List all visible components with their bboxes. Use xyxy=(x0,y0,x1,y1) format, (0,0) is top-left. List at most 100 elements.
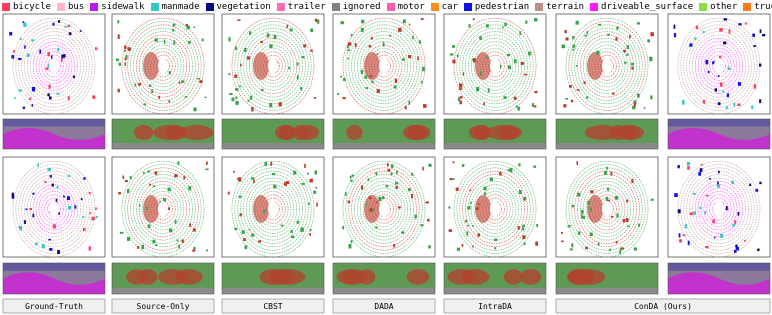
point-cluster xyxy=(518,163,521,167)
point-cluster xyxy=(180,80,185,83)
ego-car xyxy=(602,58,612,74)
point-cluster xyxy=(580,214,583,218)
point-cluster xyxy=(725,106,728,110)
point-cluster xyxy=(370,36,373,40)
point-cluster xyxy=(72,75,75,79)
point-cluster xyxy=(449,178,453,181)
point-cluster xyxy=(506,53,510,57)
scan-ring xyxy=(130,27,196,105)
point-cluster xyxy=(408,23,411,26)
point-cluster xyxy=(296,75,299,80)
point-cluster xyxy=(251,177,255,180)
point-cluster xyxy=(737,82,741,86)
scan-ring xyxy=(263,197,283,221)
point-cluster xyxy=(26,53,30,58)
column-label: Source-Only xyxy=(137,302,190,311)
point-cluster xyxy=(117,20,120,24)
bev-panel xyxy=(221,156,325,258)
point-cluster xyxy=(347,45,349,49)
point-cluster xyxy=(340,21,344,25)
point-cluster xyxy=(375,201,378,204)
point-cluster xyxy=(398,27,402,32)
point-cluster xyxy=(572,44,576,48)
point-cluster xyxy=(303,44,307,48)
point-cluster xyxy=(522,224,525,228)
point-cluster xyxy=(687,165,690,170)
scan-ring xyxy=(127,24,199,108)
point-cluster xyxy=(47,51,51,57)
blob xyxy=(143,52,159,80)
point-cluster xyxy=(682,99,685,104)
point-cluster xyxy=(316,202,318,207)
point-cluster xyxy=(67,96,70,101)
point-cluster xyxy=(205,249,208,252)
point-cluster xyxy=(184,96,188,98)
point-cluster xyxy=(420,224,424,227)
scan-ring xyxy=(348,167,420,251)
scan-ring xyxy=(700,187,738,231)
point-cluster xyxy=(612,92,615,95)
point-cluster xyxy=(633,100,637,105)
scan-ring xyxy=(29,37,79,95)
point-cluster xyxy=(494,238,498,242)
point-cluster xyxy=(477,203,480,205)
legend-swatch xyxy=(699,3,708,11)
ego-car xyxy=(379,58,389,74)
point-cluster xyxy=(470,201,472,204)
scan-ring xyxy=(694,37,744,95)
point-cluster xyxy=(47,167,51,171)
point-cluster xyxy=(192,228,196,232)
strip-top xyxy=(3,263,105,271)
point-cluster xyxy=(228,72,231,76)
point-cluster xyxy=(643,107,646,109)
point-cluster xyxy=(360,27,364,32)
scan-ring xyxy=(133,31,193,101)
range-strip xyxy=(555,118,659,150)
column-label: Ground-Truth xyxy=(25,302,83,311)
point-cluster xyxy=(234,227,238,230)
point-cluster xyxy=(647,39,651,43)
point-cluster xyxy=(586,30,589,35)
point-cluster xyxy=(247,99,250,102)
scan-ring xyxy=(689,31,749,101)
strip-ground xyxy=(112,143,214,149)
point-cluster xyxy=(258,240,262,243)
point-cluster xyxy=(313,97,317,99)
strip-frame xyxy=(2,262,106,295)
point-cluster xyxy=(49,175,53,178)
strip-ground xyxy=(112,287,214,294)
scan-ring xyxy=(465,174,525,244)
point-cluster xyxy=(523,196,526,201)
bev-panel xyxy=(667,156,771,258)
point-cluster xyxy=(187,40,191,44)
point-cluster xyxy=(95,207,97,210)
range-strip xyxy=(111,118,215,150)
scan-ring xyxy=(689,174,749,244)
point-cluster xyxy=(22,106,26,109)
point-cluster xyxy=(174,219,177,224)
point-cluster xyxy=(638,223,641,227)
point-cluster xyxy=(459,100,463,105)
legend-swatch xyxy=(743,3,752,11)
scan-ring xyxy=(706,51,732,81)
scan-ring xyxy=(32,41,76,91)
scan-ring xyxy=(127,167,199,251)
point-cluster xyxy=(401,58,405,61)
scan-ring xyxy=(453,17,537,115)
label-box xyxy=(2,298,106,314)
strip-frame xyxy=(555,262,659,295)
point-cluster xyxy=(404,105,407,110)
bev-panel xyxy=(332,156,436,258)
range-strip xyxy=(332,118,436,150)
point-cluster xyxy=(631,66,634,70)
point-cluster xyxy=(162,198,167,203)
scan-ring xyxy=(27,34,81,98)
point-cluster xyxy=(301,182,305,185)
point-cluster xyxy=(149,183,152,186)
point-cluster xyxy=(738,23,742,26)
point-cluster xyxy=(344,192,347,196)
point-cluster xyxy=(266,33,270,38)
scan-ring xyxy=(15,164,93,254)
scan-ring xyxy=(362,41,406,91)
